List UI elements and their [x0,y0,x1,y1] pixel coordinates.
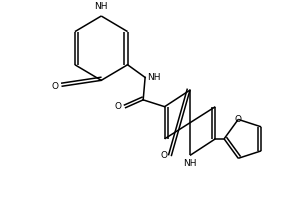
Text: O: O [235,115,242,124]
Text: O: O [160,151,168,160]
Text: O: O [115,102,122,111]
Text: O: O [51,82,58,91]
Text: NH: NH [147,73,160,82]
Text: NH: NH [94,2,108,11]
Text: NH: NH [183,159,197,168]
